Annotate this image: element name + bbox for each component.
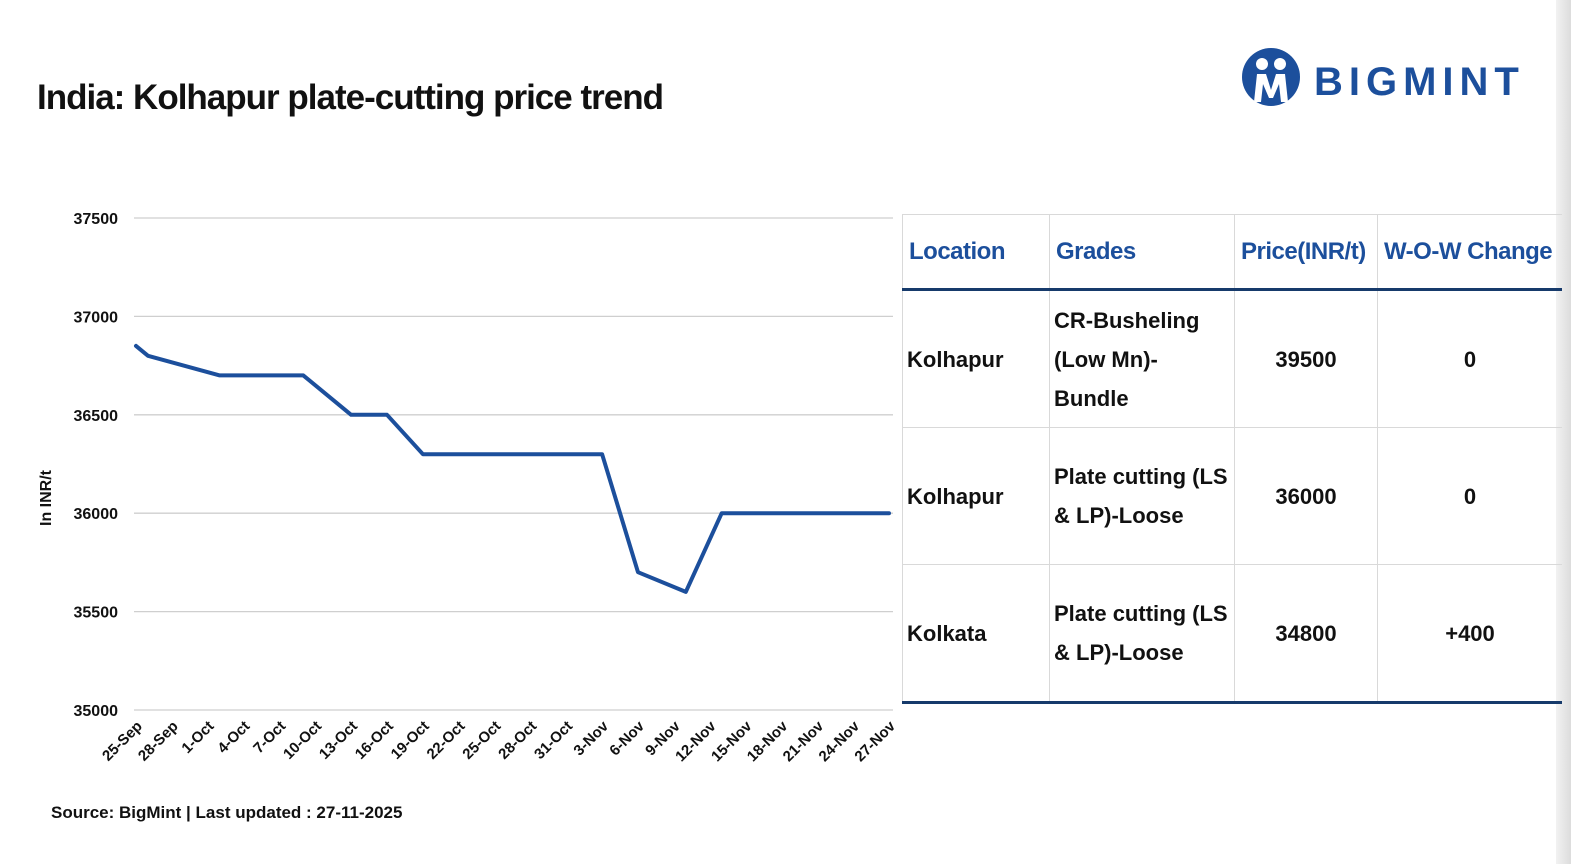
x-tick-label: 28-Sep (135, 718, 182, 765)
cell-change: 0 (1377, 289, 1562, 428)
y-axis-ticks: 35000 35500 36000 36500 37000 37500 (74, 211, 119, 720)
x-axis-ticks: 25-Sep28-Sep1-Oct4-Oct7-Oct10-Oct13-Oct1… (99, 717, 899, 765)
x-tick-label: 31-Oct (531, 718, 576, 763)
x-tick-label: 19-Oct (388, 718, 433, 763)
cell-location: Kolhapur (902, 427, 1050, 565)
table-row: Kolhapur Plate cutting (LS & LP)-Loose 3… (902, 427, 1562, 565)
table-row: Kolkata Plate cutting (LS & LP)-Loose 34… (902, 564, 1562, 704)
grade-line: CR-Busheling (1054, 307, 1200, 333)
y-tick-label: 35500 (74, 605, 119, 622)
bigmint-logo-icon (1242, 48, 1300, 106)
grade-line: Plate cutting (LS (1054, 464, 1228, 489)
cell-grade: CR-Busheling (Low Mn)-Bundle (1049, 289, 1235, 428)
cell-grade: Plate cutting (LS & LP)-Loose (1049, 427, 1235, 565)
cell-price: 39500 (1234, 289, 1378, 428)
grade-line: & LP)-Loose (1054, 640, 1184, 665)
x-tick-label: 16-Oct (352, 718, 397, 763)
chart-title: India: Kolhapur plate-cutting price tren… (37, 78, 664, 117)
grade-line: Plate cutting (LS (1054, 601, 1228, 626)
y-axis-label: In INR/t (38, 469, 55, 526)
chart-grid (134, 217, 893, 711)
cell-grade: Plate cutting (LS & LP)-Loose (1049, 564, 1235, 704)
price-series-line (134, 343, 891, 594)
cell-price: 34800 (1234, 564, 1378, 704)
cell-location: Kolhapur (902, 289, 1050, 428)
source-note: Source: BigMint | Last updated : 27-11-2… (51, 803, 403, 822)
header-grades: Grades (1049, 214, 1235, 291)
y-tick-label: 37500 (74, 211, 119, 228)
cell-change: +400 (1377, 564, 1562, 704)
x-tick-label: 13-Oct (316, 718, 361, 763)
header-price: Price(INR/t) (1234, 214, 1378, 291)
x-tick-label: 28-Oct (495, 718, 540, 763)
chart-series (134, 343, 891, 594)
x-tick-label: 22-Oct (424, 718, 469, 763)
table-row: Kolhapur CR-Busheling (Low Mn)-Bundle 39… (902, 289, 1562, 428)
bigmint-logo: BIGMINT (1240, 46, 1540, 110)
price-table: Location Grades Price(INR/t) W-O-W Chang… (902, 214, 1562, 704)
logo-text: BIGMINT (1314, 60, 1525, 104)
grade-line: & LP)-Loose (1054, 503, 1184, 528)
header-change: W-O-W Change (1377, 214, 1562, 291)
grade-line: (Low Mn)-Bundle (1054, 346, 1158, 411)
y-tick-label: 35000 (74, 703, 119, 720)
cell-location: Kolkata (902, 564, 1050, 704)
x-tick-label: 25-Oct (459, 718, 504, 763)
line-chart: 35000 35500 36000 36500 37000 37500 25-Sep28-… (38, 211, 899, 765)
y-tick-label: 37000 (74, 309, 119, 326)
x-tick-label: 1-Oct (178, 718, 217, 757)
x-tick-label: 27-Nov (851, 717, 899, 765)
cell-change: 0 (1377, 427, 1562, 565)
y-tick-label: 36000 (74, 506, 119, 523)
x-tick-label: 4-Oct (214, 718, 253, 757)
table-header-row: Location Grades Price(INR/t) W-O-W Chang… (902, 214, 1562, 291)
cell-price: 36000 (1234, 427, 1378, 565)
x-tick-label: 10-Oct (280, 718, 325, 763)
x-tick-label: 3-Nov (570, 717, 612, 759)
header-location: Location (902, 214, 1050, 291)
x-tick-label: 6-Nov (606, 717, 648, 759)
y-tick-label: 36500 (74, 408, 119, 425)
